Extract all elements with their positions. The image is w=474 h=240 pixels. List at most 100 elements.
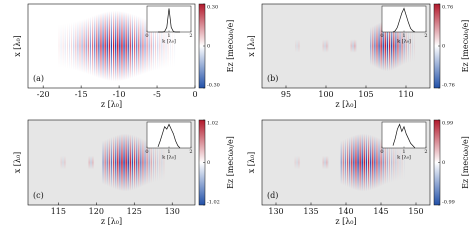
field-stripe — [153, 21, 155, 71]
field-stripe — [121, 133, 123, 192]
x-tick-label: 135 — [303, 207, 318, 216]
field-stripe — [114, 135, 116, 190]
field-stripe — [103, 12, 105, 80]
y-axis-label: x [λ₀] — [13, 152, 22, 174]
field-stripe — [125, 11, 127, 81]
field-stripe — [115, 135, 117, 190]
inset-x-label: k [λ₀] — [162, 39, 176, 45]
field-stripe — [151, 141, 153, 184]
field-stripe — [371, 134, 373, 191]
field-stripe — [298, 155, 300, 170]
field-stripe — [376, 23, 378, 69]
field-stripe — [136, 135, 138, 190]
field-stripe — [380, 138, 382, 187]
inset-x-tick-label: 2 — [189, 33, 192, 39]
field-stripe — [148, 140, 150, 185]
field-stripe — [165, 23, 167, 69]
field-stripe — [402, 144, 404, 181]
field-stripe — [299, 39, 301, 53]
field-stripe — [352, 135, 354, 190]
field-stripe — [73, 21, 75, 71]
field-stripe — [342, 139, 344, 186]
field-stripe — [399, 25, 401, 67]
field-stripe — [149, 19, 151, 73]
x-tick-label: 120 — [89, 207, 104, 216]
field-stripe — [85, 18, 87, 74]
field-stripe — [121, 11, 123, 81]
colorbar-tick-label: 0.30 — [207, 5, 218, 11]
field-stripe — [60, 155, 62, 170]
field-stripe — [168, 23, 170, 69]
field-stripe — [378, 137, 380, 188]
field-stripe — [397, 143, 399, 182]
field-stripe — [100, 13, 102, 79]
field-stripe — [136, 15, 138, 77]
x-axis-label: z [λ₀] — [101, 217, 122, 226]
x-tick-label: 95 — [281, 90, 291, 99]
field-stripe — [140, 16, 142, 76]
field-stripe — [83, 19, 85, 73]
x-tick-label: -20 — [37, 90, 50, 99]
field-stripe — [149, 141, 151, 184]
field-stripe — [155, 21, 157, 71]
x-tick-label: 100 — [318, 90, 333, 99]
x-tick-label: 0 — [192, 90, 197, 99]
field-stripe — [349, 136, 351, 189]
field-stripe — [97, 14, 99, 78]
field-stripe — [371, 26, 373, 66]
field-stripe — [155, 142, 157, 183]
field-stripe — [61, 155, 63, 170]
field-stripe — [353, 39, 355, 53]
field-stripe — [145, 18, 147, 74]
field-stripe — [161, 144, 163, 181]
x-tick-label: 115 — [51, 207, 66, 216]
field-stripe — [124, 11, 126, 81]
field-stripe — [128, 133, 130, 192]
field-stripe — [160, 22, 162, 70]
field-stripe — [128, 12, 130, 80]
field-stripe — [137, 15, 139, 77]
field-stripe — [79, 20, 81, 72]
field-stripe — [392, 21, 394, 71]
field-stripe — [380, 22, 382, 70]
field-stripe — [350, 136, 352, 189]
field-stripe — [138, 136, 140, 189]
field-stripe — [404, 144, 406, 181]
field-stripe — [393, 22, 395, 70]
field-stripe — [123, 11, 125, 81]
field-stripe — [93, 155, 95, 170]
panel-label: (d) — [267, 191, 278, 200]
field-stripe — [102, 12, 104, 80]
field-stripe — [387, 141, 389, 184]
field-stripe — [385, 140, 387, 185]
field-stripe — [160, 143, 162, 182]
field-stripe — [137, 136, 139, 189]
inset-x-label: k [λ₀] — [397, 155, 411, 161]
field-stripe — [376, 136, 378, 189]
x-tick-label: 145 — [373, 207, 388, 216]
x-axis-label: z [λ₀] — [335, 100, 356, 109]
field-stripe — [141, 17, 143, 75]
y-axis-label: x [λ₀] — [247, 152, 256, 174]
field-stripe — [359, 133, 361, 192]
inset-frame — [381, 5, 427, 33]
field-stripe — [94, 15, 96, 77]
field-stripe — [352, 39, 354, 53]
field-stripe — [343, 139, 345, 186]
field-stripe — [325, 39, 327, 53]
field-stripe — [115, 10, 117, 82]
y-axis-label: x [λ₀] — [247, 35, 256, 57]
field-stripe — [96, 14, 98, 78]
panel-label: (b) — [267, 74, 278, 83]
field-stripe — [370, 134, 372, 191]
field-stripe — [98, 13, 100, 79]
inset-x-label: k [λ₀] — [397, 39, 411, 45]
field-stripe — [326, 39, 328, 53]
field-stripe — [358, 134, 360, 191]
field-stripe — [86, 18, 88, 74]
field-stripe — [298, 39, 300, 53]
field-stripe — [150, 20, 152, 72]
field-stripe — [322, 39, 324, 53]
x-tick-label: -15 — [75, 90, 88, 99]
field-stripe — [113, 10, 115, 82]
